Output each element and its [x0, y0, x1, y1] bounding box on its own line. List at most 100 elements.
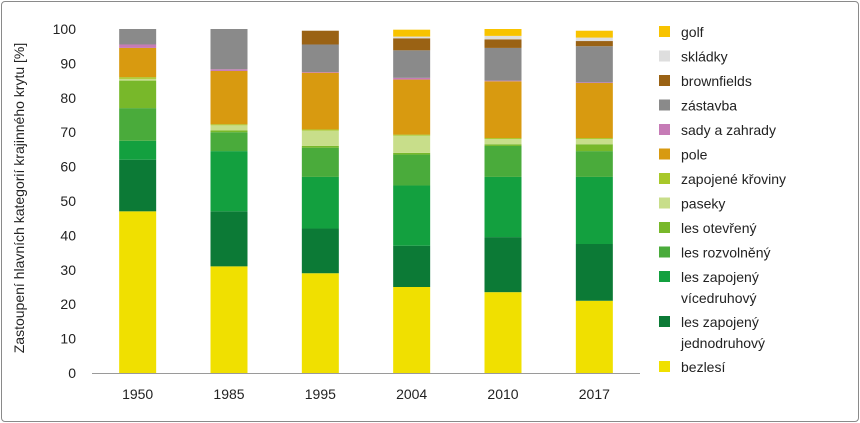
- bar-segment: [575, 46, 613, 83]
- legend-label: les otevřený: [681, 220, 756, 236]
- bar-segment: [484, 47, 522, 81]
- bar-segment: [301, 130, 339, 146]
- bar-segment: [301, 273, 339, 373]
- bar-segment: [393, 134, 431, 136]
- axes-layer: 0 10 20 30 40 50 60 70 80 90 100 1950 1985 1995 2004 20…: [53, 21, 640, 402]
- legend-item: bezlesí: [659, 359, 725, 375]
- legend-swatch: [659, 148, 670, 160]
- bar-segment: [119, 140, 157, 160]
- bar-segment: [210, 29, 248, 70]
- legend-label: vícedruhový: [681, 290, 756, 306]
- bar-segment: [575, 30, 613, 38]
- legend-item: les rozvolněný: [659, 245, 771, 261]
- bar-segment: [575, 37, 613, 42]
- y-tick-label: 0: [68, 365, 76, 381]
- bar-segment: [575, 41, 613, 47]
- bar-segment: [119, 77, 157, 79]
- bar-segment: [301, 145, 339, 148]
- legend-item: les zapojený jednodruhový: [659, 314, 765, 351]
- bar-segment: [119, 78, 157, 81]
- bar-segment: [393, 154, 431, 186]
- bar-segment: [393, 36, 431, 39]
- legend-label: pole: [681, 147, 708, 163]
- bar-segment: [301, 44, 339, 72]
- bar-segment: [393, 77, 431, 80]
- bar-segment: [575, 139, 613, 145]
- y-tick-label: 60: [60, 159, 76, 175]
- legend-item: les zapojený vícedruhový: [659, 269, 759, 306]
- bar-segment: [484, 144, 522, 146]
- bar-segment: [484, 81, 522, 139]
- bar-segment: [484, 35, 522, 40]
- bar-segment: [210, 266, 248, 373]
- legend-swatch: [659, 316, 670, 327]
- bar-segment: [210, 124, 248, 126]
- bar-segment: [119, 29, 157, 45]
- legend-swatch: [659, 75, 670, 86]
- x-tick-label: 2010: [487, 386, 518, 402]
- bar-segment: [393, 38, 431, 51]
- legend-swatch: [659, 173, 670, 184]
- bar-segment: [575, 151, 613, 177]
- bar-segment: [210, 132, 248, 152]
- bar-segment: [301, 30, 339, 45]
- bar-segment: [393, 50, 431, 78]
- bar-segment: [484, 39, 522, 48]
- legend-label: golf: [681, 24, 704, 40]
- bar-segment: [301, 147, 339, 177]
- legend-label: zapojené křoviny: [681, 171, 786, 187]
- y-tick-label: 100: [53, 21, 77, 37]
- bar-segment: [119, 47, 157, 78]
- y-tick-label: 40: [60, 227, 76, 243]
- bar-segment: [301, 129, 339, 131]
- y-tick-label: 50: [60, 193, 76, 209]
- bar-segment: [301, 176, 339, 229]
- bar-segment: [119, 211, 157, 373]
- legend-label: skládky: [681, 49, 728, 65]
- legend-swatch: [659, 246, 670, 258]
- bar-segment: [210, 211, 248, 267]
- bar-segment: [301, 228, 339, 274]
- bar-segment: [484, 292, 522, 373]
- legend-item: golf: [659, 24, 704, 40]
- y-tick-label: 90: [60, 55, 76, 71]
- x-tick-label: 2017: [579, 386, 610, 402]
- bar-segment: [301, 72, 339, 73]
- legend-swatch: [659, 361, 670, 372]
- legend-swatch: [659, 50, 670, 62]
- legend-item: pole: [659, 147, 708, 163]
- bar-segment: [575, 83, 613, 139]
- x-tick-label: 1995: [305, 386, 336, 402]
- bar-segment: [393, 152, 431, 155]
- y-tick-label: 80: [60, 90, 76, 106]
- x-tick-label: 1950: [122, 386, 153, 402]
- bar-segment: [210, 151, 248, 212]
- bar-segment: [575, 144, 613, 152]
- legend-item: sady a zahrady: [659, 122, 776, 138]
- bar-segment: [484, 139, 522, 145]
- legend-swatch: [659, 26, 670, 37]
- y-tick-label: 20: [60, 296, 76, 312]
- bar-segment: [301, 72, 339, 130]
- bar-segment: [575, 244, 613, 301]
- bar-segment: [393, 287, 431, 373]
- legend-label: les zapojený: [681, 314, 759, 330]
- bar-segment: [575, 176, 613, 244]
- legend-label: les zapojený: [681, 269, 759, 285]
- legend-item: paseky: [659, 196, 725, 212]
- legend: golf skládky brownfields zástavba sady a zah…: [659, 24, 786, 375]
- bar-segment: [484, 237, 522, 293]
- bar-segment: [393, 245, 431, 287]
- bar-segment: [210, 130, 248, 133]
- x-tick-label: 1985: [213, 386, 244, 402]
- bar-segment: [393, 135, 431, 153]
- legend-swatch: [659, 197, 670, 209]
- bar-segment: [119, 108, 157, 141]
- legend-swatch: [659, 271, 670, 282]
- bar-segment: [393, 29, 431, 37]
- y-tick-label: 10: [60, 331, 76, 347]
- legend-label: les rozvolněný: [681, 245, 771, 261]
- legend-label: brownfields: [681, 73, 752, 89]
- bar-segment: [484, 176, 522, 238]
